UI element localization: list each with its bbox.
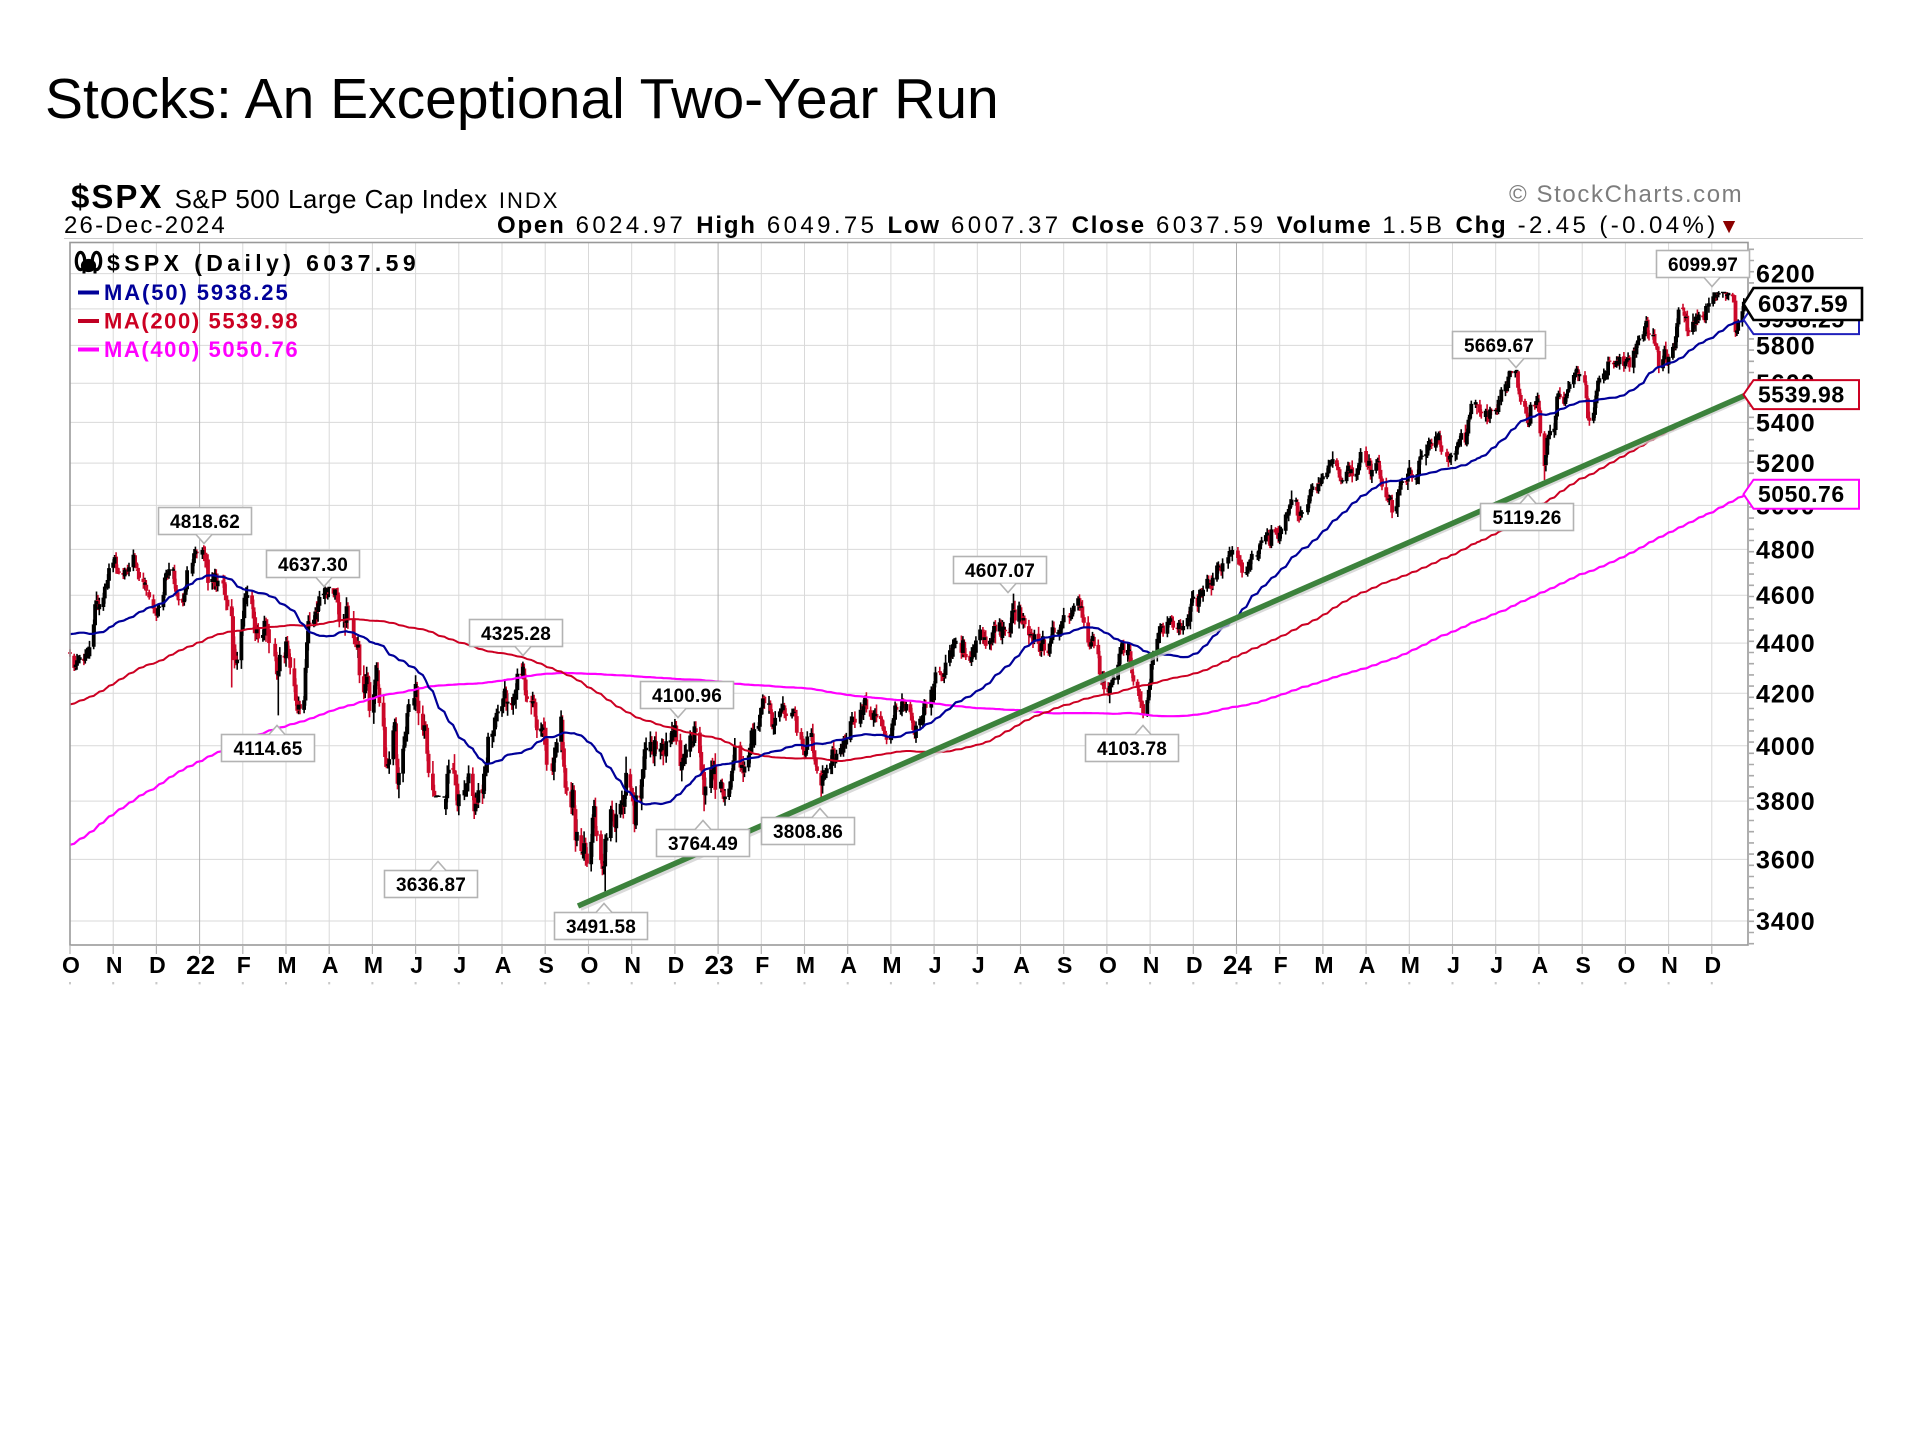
svg-text:4818.62: 4818.62 bbox=[170, 512, 240, 533]
svg-text:D: D bbox=[668, 952, 685, 978]
svg-text:O: O bbox=[581, 952, 599, 978]
svg-text:3600: 3600 bbox=[1756, 846, 1816, 874]
svg-text:5800: 5800 bbox=[1756, 332, 1816, 360]
svg-text:4400: 4400 bbox=[1756, 630, 1816, 658]
svg-text:J: J bbox=[453, 952, 466, 978]
svg-text:N: N bbox=[106, 952, 123, 978]
svg-text:M: M bbox=[796, 952, 815, 978]
svg-text:3808.86: 3808.86 bbox=[773, 822, 843, 843]
svg-text:A: A bbox=[1359, 952, 1376, 978]
svg-text:MA(200) 5539.98: MA(200) 5539.98 bbox=[104, 309, 299, 334]
svg-text:4114.65: 4114.65 bbox=[233, 739, 302, 760]
svg-text:4607.07: 4607.07 bbox=[965, 561, 1035, 582]
svg-text:23: 23 bbox=[705, 950, 734, 980]
svg-text:O: O bbox=[1099, 952, 1117, 978]
svg-text:5200: 5200 bbox=[1756, 450, 1816, 478]
svg-text:3491.58: 3491.58 bbox=[566, 917, 636, 938]
svg-text:M: M bbox=[1314, 952, 1333, 978]
svg-text:N: N bbox=[1143, 952, 1160, 978]
svg-text:5119.26: 5119.26 bbox=[1492, 508, 1561, 529]
svg-text:S: S bbox=[1057, 952, 1072, 978]
svg-text:D: D bbox=[1704, 952, 1721, 978]
svg-text:J: J bbox=[1447, 952, 1460, 978]
svg-text:M: M bbox=[277, 952, 296, 978]
svg-text:5400: 5400 bbox=[1756, 409, 1816, 437]
svg-text:3764.49: 3764.49 bbox=[668, 834, 738, 855]
svg-text:J: J bbox=[1490, 952, 1503, 978]
svg-text:24: 24 bbox=[1223, 950, 1252, 980]
svg-text:J: J bbox=[972, 952, 985, 978]
svg-text:M: M bbox=[1401, 952, 1420, 978]
svg-text:N: N bbox=[624, 952, 641, 978]
svg-text:$SPX (Daily) 6037.59: $SPX (Daily) 6037.59 bbox=[107, 250, 420, 276]
svg-text:D: D bbox=[1186, 952, 1203, 978]
svg-text:5050.76: 5050.76 bbox=[1758, 481, 1845, 507]
svg-text:MA(400) 5050.76: MA(400) 5050.76 bbox=[104, 337, 299, 362]
svg-text:6037.59: 6037.59 bbox=[1758, 291, 1848, 318]
svg-text:6099.97: 6099.97 bbox=[1668, 255, 1738, 276]
svg-text:J: J bbox=[929, 952, 942, 978]
svg-text:O: O bbox=[62, 952, 80, 978]
svg-text:A: A bbox=[322, 952, 339, 978]
svg-text:A: A bbox=[840, 952, 857, 978]
svg-text:F: F bbox=[1274, 952, 1288, 978]
svg-text:4103.78: 4103.78 bbox=[1097, 739, 1167, 760]
svg-text:N: N bbox=[1661, 952, 1678, 978]
svg-text:22: 22 bbox=[186, 950, 215, 980]
svg-text:6200: 6200 bbox=[1756, 261, 1816, 289]
svg-text:4325.28: 4325.28 bbox=[481, 624, 551, 645]
svg-text:F: F bbox=[755, 952, 769, 978]
svg-text:M: M bbox=[364, 952, 383, 978]
svg-text:A: A bbox=[1013, 952, 1030, 978]
svg-text:A: A bbox=[495, 952, 512, 978]
svg-text:4000: 4000 bbox=[1756, 733, 1816, 761]
svg-text:D: D bbox=[149, 952, 166, 978]
svg-text:4637.30: 4637.30 bbox=[278, 555, 348, 576]
svg-text:5669.67: 5669.67 bbox=[1464, 336, 1534, 357]
svg-text:3800: 3800 bbox=[1756, 788, 1816, 816]
svg-text:O: O bbox=[1617, 952, 1635, 978]
svg-text:F: F bbox=[237, 952, 251, 978]
svg-text:J: J bbox=[410, 952, 423, 978]
svg-text:3636.87: 3636.87 bbox=[396, 875, 466, 896]
svg-text:M: M bbox=[882, 952, 901, 978]
svg-text:3400: 3400 bbox=[1756, 908, 1816, 936]
svg-text:4800: 4800 bbox=[1756, 536, 1816, 564]
svg-text:4600: 4600 bbox=[1756, 582, 1816, 610]
svg-text:MA(50) 5938.25: MA(50) 5938.25 bbox=[104, 280, 290, 305]
svg-text:5539.98: 5539.98 bbox=[1758, 382, 1845, 408]
svg-text:S: S bbox=[1576, 952, 1591, 978]
svg-text:A: A bbox=[1532, 952, 1549, 978]
svg-text:4200: 4200 bbox=[1756, 680, 1816, 708]
svg-text:4100.96: 4100.96 bbox=[652, 686, 722, 707]
svg-text:S: S bbox=[539, 952, 554, 978]
